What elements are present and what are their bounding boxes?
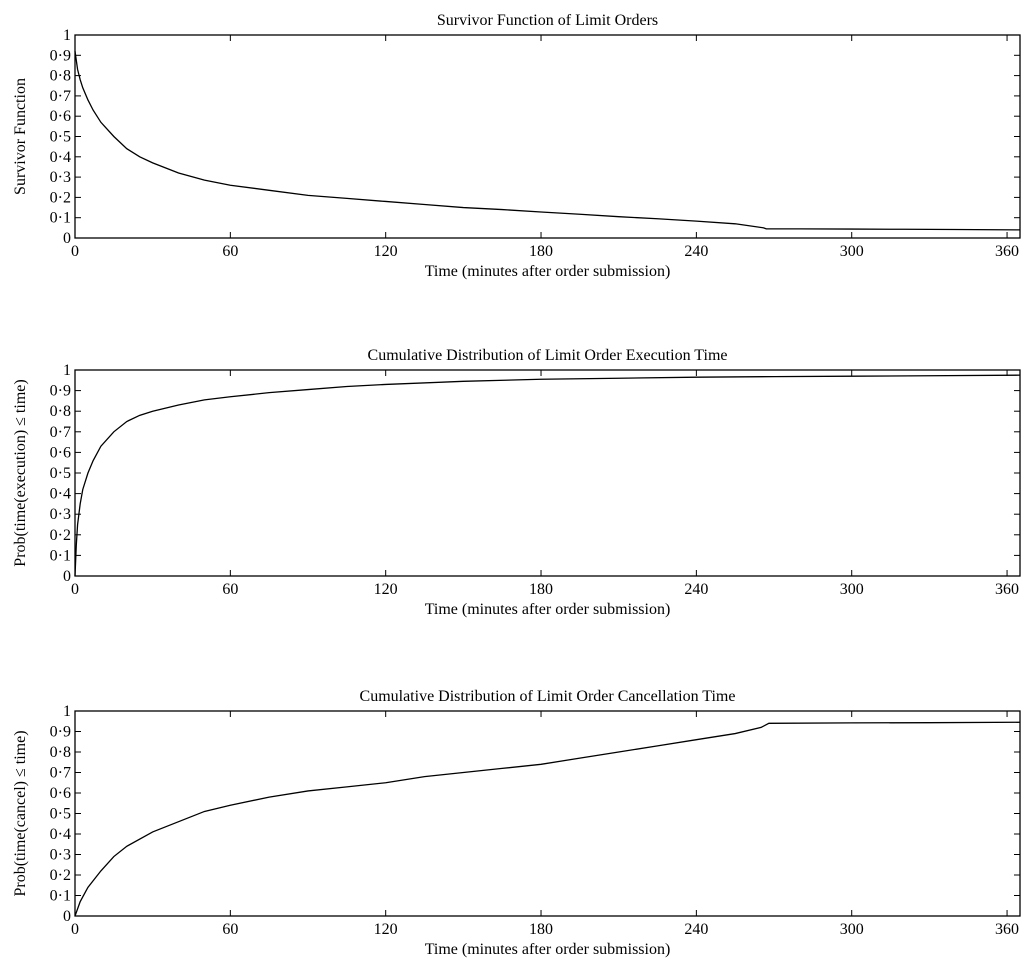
chart1-xtick-label: 180 xyxy=(529,243,553,260)
chart3-ytick-label: 1 xyxy=(63,703,71,720)
chart1-ytick-label: 0·9 xyxy=(50,47,71,64)
chart3-ytick-label: 0 xyxy=(63,908,71,925)
chart1-ylabel: Survivor Function xyxy=(12,78,29,195)
chart1-xtick-label: 60 xyxy=(222,243,238,260)
chart3-xtick-label: 180 xyxy=(529,921,553,938)
chart1-ytick-label: 0·1 xyxy=(50,210,71,227)
chart3-ytick-label: 0·6 xyxy=(50,785,71,802)
chart2-ytick-label: 0 xyxy=(63,568,71,585)
chart3-xtick-label: 300 xyxy=(840,921,864,938)
chart1-xtick-label: 360 xyxy=(995,243,1019,260)
chart2-title: Cumulative Distribution of Limit Order E… xyxy=(368,347,728,364)
chart2-ytick-label: 0·9 xyxy=(50,383,71,400)
chart3-xtick-label: 120 xyxy=(374,921,398,938)
chart3-xtick-label: 360 xyxy=(995,921,1019,938)
chart1-ytick-label: 0·5 xyxy=(50,129,71,146)
chart3-title: Cumulative Distribution of Limit Order C… xyxy=(360,688,736,705)
chart1-xtick-label: 0 xyxy=(71,243,79,260)
chart3-ytick-label: 0·5 xyxy=(50,806,71,823)
chart3-xtick-label: 240 xyxy=(684,921,708,938)
chart1-ytick-label: 0·8 xyxy=(50,68,71,85)
chart2-series-line-1 xyxy=(74,374,1021,577)
chart1-ytick-label: 0 xyxy=(63,230,71,247)
chart1-ytick-label: 0·7 xyxy=(50,88,71,105)
chart2-ytick-label: 0·6 xyxy=(50,444,71,461)
chart2-ylabel: Prob(time(execution) ≤ time) xyxy=(12,379,29,566)
chart3-ytick-label: 0·1 xyxy=(50,888,71,905)
chart1-xlabel: Time (minutes after order submission) xyxy=(425,263,671,280)
chart1-ytick-label: 0·6 xyxy=(50,108,71,125)
chart2-xtick-label: 300 xyxy=(840,581,864,598)
chart1-title: Survivor Function of Limit Orders xyxy=(437,12,658,29)
chart1-ytick-label: 0·4 xyxy=(50,149,71,166)
chart2-xtick-label: 360 xyxy=(995,581,1019,598)
chart2-xtick-label: 180 xyxy=(529,581,553,598)
chart1-ytick-label: 1 xyxy=(63,27,71,44)
chart1-xtick-label: 120 xyxy=(374,243,398,260)
chart2-ytick-label: 0·3 xyxy=(50,506,71,523)
chart2-ytick-label: 0·5 xyxy=(50,465,71,482)
chart3-ytick-label: 0·9 xyxy=(50,724,71,741)
chart3-series-line-1 xyxy=(74,721,1021,917)
chart2-ytick-label: 0·7 xyxy=(50,424,71,441)
chart2-xtick-label: 240 xyxy=(684,581,708,598)
chart3-ytick-label: 0·7 xyxy=(50,765,71,782)
chart2-plot-frame xyxy=(74,369,1021,577)
chart2-ytick-label: 0·4 xyxy=(50,486,71,503)
chart2-ytick-label: 0·2 xyxy=(50,527,71,544)
chart2-xtick-label: 60 xyxy=(222,581,238,598)
chart1-series-line-1 xyxy=(74,51,1021,231)
chart1-plot-frame xyxy=(74,34,1021,239)
chart2-xtick-label: 0 xyxy=(71,581,79,598)
chart2-ytick-label: 0·1 xyxy=(50,547,71,564)
chart3-xtick-label: 60 xyxy=(222,921,238,938)
chart3-ylabel: Prob(time(cancel) ≤ time) xyxy=(12,730,29,896)
chart1-xtick-label: 300 xyxy=(840,243,864,260)
chart2-ytick-label: 1 xyxy=(63,362,71,379)
chart3-ytick-label: 0·3 xyxy=(50,847,71,864)
chart2-xtick-label: 120 xyxy=(374,581,398,598)
chart3-ytick-label: 0·4 xyxy=(50,826,71,843)
chart3-plot-frame xyxy=(74,710,1021,917)
chart1-xtick-label: 240 xyxy=(684,243,708,260)
chart3-xlabel: Time (minutes after order submission) xyxy=(425,941,671,958)
chart1-ytick-label: 0·3 xyxy=(50,169,71,186)
chart3-ytick-label: 0·2 xyxy=(50,867,71,884)
chart2-ytick-label: 0·8 xyxy=(50,403,71,420)
chart1-ytick-label: 0·2 xyxy=(50,189,71,206)
chart3-xtick-label: 0 xyxy=(71,921,79,938)
chart3-ytick-label: 0·8 xyxy=(50,744,71,761)
chart2-xlabel: Time (minutes after order submission) xyxy=(425,601,671,618)
